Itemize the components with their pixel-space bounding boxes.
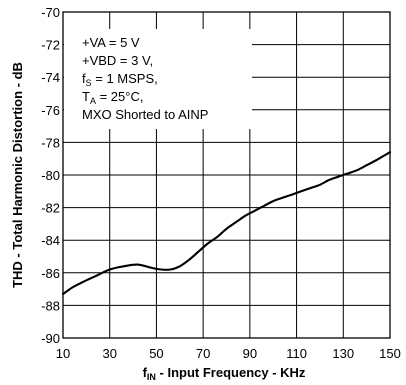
y-tick-label-10: -90 bbox=[41, 331, 60, 346]
annotation-line-0: +VA = 5 V bbox=[82, 35, 140, 50]
plot-border bbox=[62, 11, 391, 339]
x-tick-labels: 10 30 50 70 90 110 130 150 bbox=[56, 346, 401, 361]
annotation-line-3: TA = 25°C, bbox=[82, 89, 143, 106]
x-tick-label-1: 30 bbox=[102, 346, 116, 361]
annotation-line-4-main: MXO Shorted to AINP bbox=[82, 107, 208, 122]
x-tick-label-7: 150 bbox=[379, 346, 401, 361]
thd-series-line bbox=[61, 151, 392, 296]
annotation-background bbox=[64, 29, 252, 129]
annotation-line-2-rest: = 1 MSPS, bbox=[92, 71, 158, 86]
x-tick-label-4: 90 bbox=[243, 346, 257, 361]
y-tick-label-5: -80 bbox=[41, 168, 60, 183]
y-tick-label-3: -76 bbox=[41, 103, 60, 118]
annotation-line-1: +VBD = 3 V, bbox=[82, 53, 153, 68]
x-tick-label-0: 10 bbox=[56, 346, 70, 361]
annotation-line-3-rest: = 25°C, bbox=[96, 89, 143, 104]
conditions-annotation: +VA = 5 V+VBD = 3 V,fS = 1 MSPS,TA = 25°… bbox=[64, 29, 252, 129]
x-axis-label-sub: IN bbox=[147, 372, 156, 382]
annotation-line-2: fS = 1 MSPS, bbox=[82, 71, 158, 88]
x-tick-label-3: 70 bbox=[196, 346, 210, 361]
y-tick-labels: -70 -72 -74 -76 -78 -80 -82 -84 -86 -88 -90 bbox=[41, 5, 60, 346]
x-axis-label-rest: - Input Frequency - KHz bbox=[156, 365, 306, 380]
y-tick-label-1: -72 bbox=[41, 38, 60, 53]
annotation-line-1-main: +VBD = 3 V, bbox=[82, 53, 153, 68]
y-tick-label-9: -88 bbox=[41, 298, 60, 313]
annotation-line-2-main: f bbox=[82, 71, 86, 86]
x-tick-label-6: 130 bbox=[332, 346, 354, 361]
y-tick-label-7: -84 bbox=[41, 233, 60, 248]
annotation-line-3-main: T bbox=[82, 89, 90, 104]
annotation-line-3-sub: A bbox=[90, 96, 96, 106]
x-axis-label: fIN - Input Frequency - KHz bbox=[143, 365, 306, 382]
annotation-line-0-main: +VA = 5 V bbox=[82, 35, 140, 50]
y-axis-label: THD - Total Harmonic Distortion - dB bbox=[10, 62, 25, 288]
annotation-line-2-sub: S bbox=[86, 78, 92, 88]
y-tick-label-6: -82 bbox=[41, 201, 60, 216]
x-tick-label-2: 50 bbox=[149, 346, 163, 361]
y-tick-label-4: -78 bbox=[41, 135, 60, 150]
x-axis-label-main: f bbox=[143, 365, 148, 380]
y-tick-label-0: -70 bbox=[41, 5, 60, 20]
annotation-line-4: MXO Shorted to AINP bbox=[82, 107, 208, 122]
y-tick-label-8: -86 bbox=[41, 266, 60, 281]
x-tick-label-5: 110 bbox=[286, 346, 307, 361]
y-tick-label-2: -74 bbox=[41, 70, 60, 85]
